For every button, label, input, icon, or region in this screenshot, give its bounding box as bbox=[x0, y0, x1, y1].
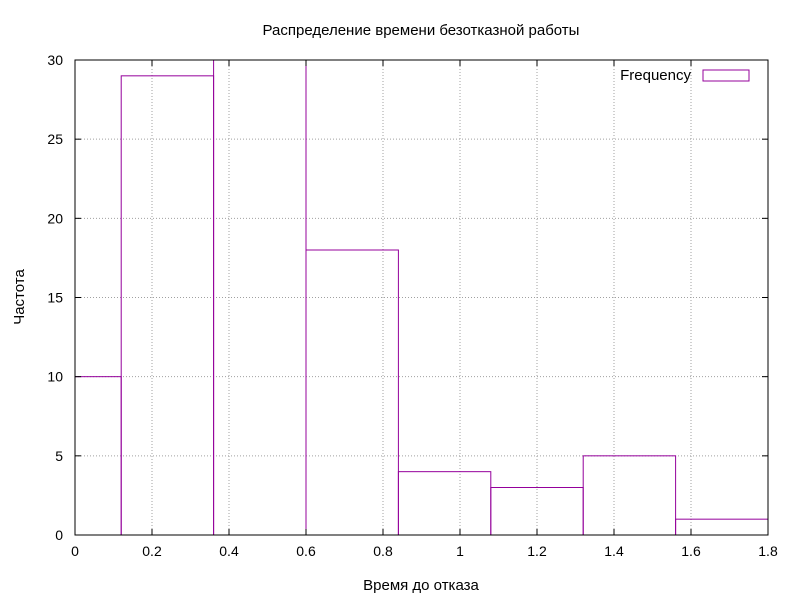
y-tick-label: 10 bbox=[47, 369, 63, 385]
legend-label: Frequency bbox=[620, 67, 691, 84]
y-tick-label: 5 bbox=[55, 448, 63, 464]
y-tick-label: 25 bbox=[47, 131, 63, 147]
histogram-bar bbox=[582, 455, 677, 536]
legend: Frequency bbox=[620, 67, 750, 84]
histogram-bar bbox=[397, 471, 492, 536]
y-tick-label: 0 bbox=[55, 527, 63, 543]
grid bbox=[75, 60, 768, 535]
y-axis-label: Частота bbox=[11, 269, 28, 325]
y-tick-label: 20 bbox=[47, 210, 63, 226]
x-tick-labels: 0 0.2 0.4 0.6 0.8 1 1.2 1.4 1.6 1.8 bbox=[71, 543, 778, 559]
histogram-bar bbox=[490, 487, 584, 536]
x-tick-label: 1.6 bbox=[681, 543, 701, 559]
y-tick-label: 15 bbox=[47, 290, 63, 306]
x-tick-label: 0.2 bbox=[142, 543, 162, 559]
x-tick-label: 1.2 bbox=[527, 543, 547, 559]
bars bbox=[74, 59, 769, 536]
y-tick-labels: 0 5 10 15 20 25 30 bbox=[47, 52, 63, 543]
x-tick-label: 0 bbox=[71, 543, 79, 559]
histogram-bar bbox=[305, 249, 399, 536]
x-tick-label: 0.4 bbox=[219, 543, 239, 559]
legend-swatch bbox=[702, 69, 750, 82]
histogram-bar bbox=[120, 75, 215, 536]
x-axis-label: Время до отказа bbox=[363, 577, 479, 594]
x-tick-label: 1.4 bbox=[604, 543, 624, 559]
histogram-bar bbox=[213, 59, 307, 536]
chart-title: Распределение времени безотказной работы bbox=[263, 22, 580, 39]
x-tick-label: 0.8 bbox=[373, 543, 393, 559]
y-tick-label: 30 bbox=[47, 52, 63, 68]
ticks bbox=[74, 59, 769, 536]
histogram-bar bbox=[675, 518, 769, 536]
plot-frame bbox=[74, 59, 769, 536]
x-tick-label: 0.6 bbox=[296, 543, 316, 559]
x-tick-label: 1 bbox=[456, 543, 464, 559]
x-tick-label: 1.8 bbox=[758, 543, 778, 559]
